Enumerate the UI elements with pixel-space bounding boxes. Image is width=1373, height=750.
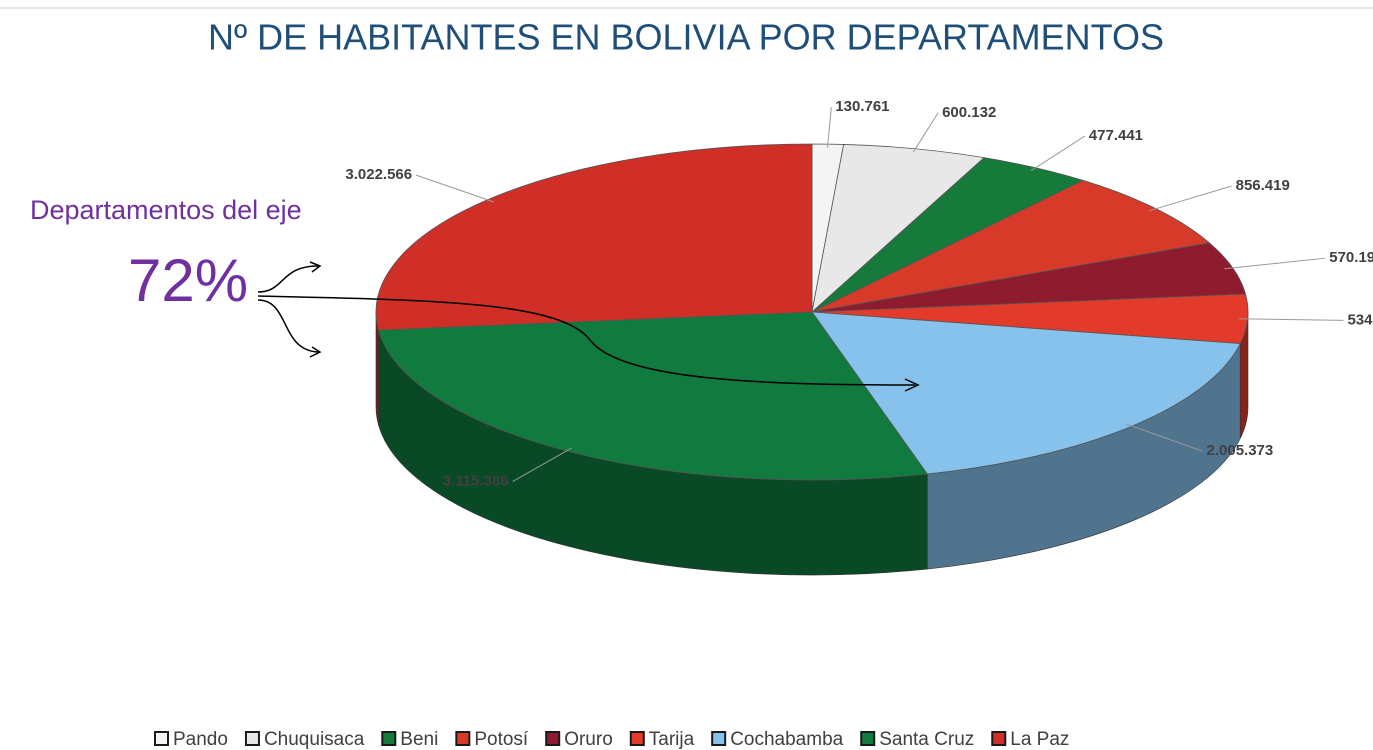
arrow-head: [904, 378, 920, 392]
leader-line: [1224, 257, 1326, 270]
leader-line: [512, 447, 572, 482]
legend-label: Chuquisaca: [264, 729, 365, 750]
chart-title: Nº DE HABITANTES EN BOLIVIA POR DEPARTAM…: [208, 17, 1164, 58]
value-label: 856.419: [1236, 177, 1290, 194]
value-label: 600.132: [942, 104, 996, 121]
legend-label: Pando: [173, 729, 228, 750]
legend-label: Cochabamba: [730, 729, 843, 750]
legend-swatch: [455, 731, 471, 746]
value-label: 130.761: [835, 98, 889, 115]
legend-label: La Paz: [1010, 729, 1069, 750]
arrow: [257, 295, 916, 386]
leader-line: [415, 174, 495, 203]
leader-line: [827, 107, 832, 148]
legend-swatch: [711, 731, 727, 746]
leader-line: [1238, 318, 1344, 321]
value-label: 570.194: [1329, 249, 1373, 266]
legend-swatch: [991, 731, 1007, 746]
leader-line: [912, 112, 939, 153]
annotation: Departamentos del eje: [30, 195, 302, 225]
legend-swatch: [629, 731, 645, 746]
value-label: 534.348: [1347, 311, 1373, 328]
value-label: 477.441: [1089, 127, 1143, 144]
legend-swatch: [154, 731, 169, 746]
arrows: [257, 261, 920, 392]
leader-line: [1030, 135, 1086, 172]
leader-line: [1125, 423, 1203, 452]
pie: 130.761 600.132 477.441 856.419 570.194 534.3…: [345, 98, 1373, 576]
legend-label: Potosí: [474, 729, 529, 750]
arrow: [257, 299, 319, 353]
value-label: 3.115.386: [443, 472, 509, 489]
value-label: 2.005.373: [1207, 442, 1274, 459]
legend-label: Tarija: [649, 729, 695, 750]
arrow: [257, 265, 319, 293]
legend-swatch: [381, 731, 397, 746]
legend-swatch: [244, 731, 260, 746]
value-label: 3.022.566: [345, 166, 412, 183]
leader-line: [1148, 185, 1232, 212]
legend-label: Oruro: [564, 729, 613, 750]
legend-label: Beni: [400, 729, 438, 750]
legend-swatch: [860, 731, 876, 746]
legend-swatch: [545, 731, 561, 746]
arrow-head: [309, 261, 322, 358]
annotation: 72%: [128, 247, 248, 314]
legend-label: Santa Cruz: [879, 729, 974, 750]
